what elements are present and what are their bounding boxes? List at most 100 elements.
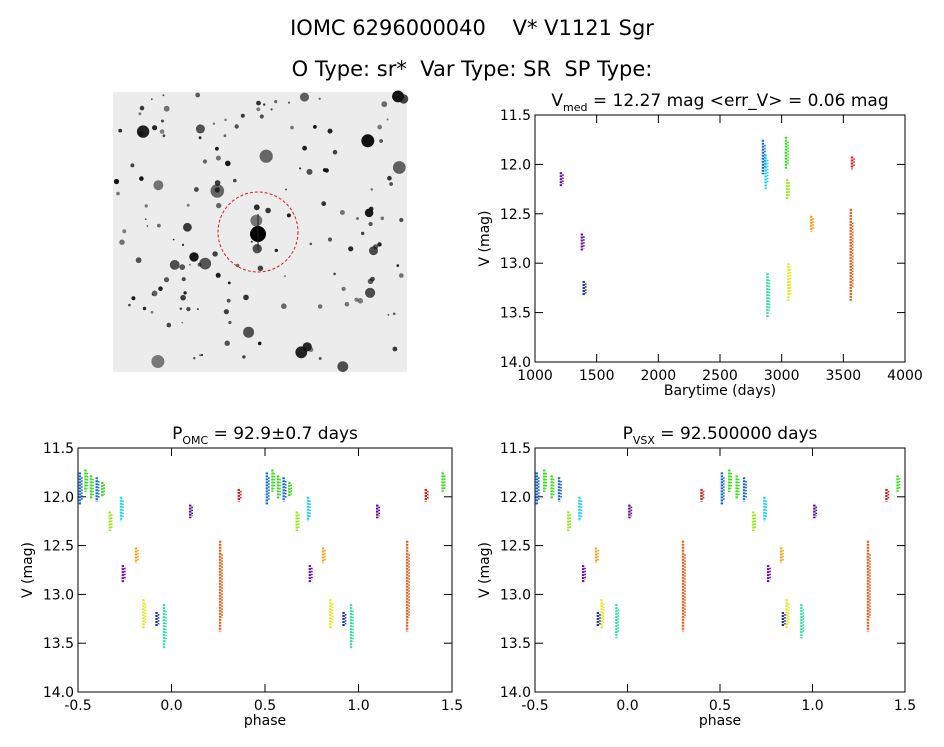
data-point-group: [784, 136, 789, 170]
data-point-group: [581, 565, 586, 583]
data-point-group: [742, 477, 747, 502]
plot-frame: [534, 114, 906, 363]
y-tick-label: 12.0: [500, 490, 531, 506]
page-subtitle: O Type: sr* Var Type: SR SP Type:: [291, 57, 653, 81]
data-point-group: [615, 604, 620, 639]
data-point-group: [600, 599, 605, 629]
data-point-group: [752, 511, 757, 531]
x-tick-label: 1500: [579, 368, 615, 384]
lightcurve-chart: 1000 1500 2000 2500 3000 3500 4000 11.5 12.0 12.5…: [477, 91, 923, 399]
y-tick-label: 14.0: [43, 685, 74, 701]
data-point-group: [101, 482, 106, 497]
data-point-group: [89, 475, 94, 499]
data-point-group: [237, 488, 242, 502]
data-point-group: [700, 488, 705, 502]
chart-title: PVSX = 92.500000 days: [623, 424, 818, 447]
star-field-thumbnail-icon: [113, 90, 409, 372]
chart-title: POMC = 92.9±0.7 days: [172, 424, 358, 447]
data-point-group: [849, 208, 854, 301]
data-point-group: [813, 504, 818, 519]
chart-title: Vmed = 12.27 mag <err_V> = 0.06 mag: [551, 91, 888, 114]
data-point-group: [276, 475, 281, 499]
data-point-group: [162, 604, 167, 649]
y-tick-label: 12.5: [500, 207, 531, 223]
x-tick-label: 0.0: [160, 698, 182, 714]
data-point-group: [265, 472, 270, 505]
y-axis-label: V (mag): [477, 542, 493, 598]
x-tick-label: 0.0: [616, 698, 638, 714]
data-point-group: [596, 611, 601, 627]
data-point-group: [720, 472, 725, 505]
data-point-group: [295, 511, 300, 531]
data-point-group: [550, 475, 555, 499]
data-point-group: [810, 215, 815, 232]
data-point-group: [142, 599, 147, 629]
data-point-group: [800, 604, 805, 639]
data-point-group: [567, 511, 572, 531]
data-point-group: [781, 611, 786, 627]
data-point-group: [282, 477, 287, 502]
y-tick-label: 11.5: [43, 441, 74, 457]
data-point-group: [188, 504, 193, 519]
y-tick-label: 12.0: [43, 490, 74, 506]
y-axis-label: V (mag): [20, 542, 36, 598]
data-point-group: [108, 511, 113, 531]
x-tick-label: -0.5: [521, 698, 548, 714]
data-point-group: [763, 496, 768, 522]
y-tick-label: 13.5: [43, 636, 74, 652]
data-point-group: [787, 263, 792, 301]
y-tick-label: 13.0: [500, 256, 531, 272]
data-point-group: [535, 472, 540, 505]
data-point-group: [764, 154, 769, 190]
data-point-group: [271, 469, 276, 492]
data-point-group: [424, 488, 429, 502]
data-point-group: [308, 565, 313, 583]
y-axis-label: V (mag): [477, 210, 493, 266]
x-tick-label: -0.5: [64, 698, 91, 714]
x-tick-label: 1.5: [441, 698, 463, 714]
x-tick-label: 3500: [826, 368, 862, 384]
phase-vsx-chart: -0.5 0.0 0.5 1.0 1.5 11.5 12.0 12.5 13.0 13.5 14.0…: [477, 424, 916, 729]
x-tick-label: 1.0: [801, 698, 823, 714]
x-tick-label: 0.5: [254, 698, 276, 714]
data-point-group: [728, 469, 733, 492]
data-point-group: [288, 482, 293, 497]
page-title: IOMC 6296000040 V* V1121 Sgr: [290, 16, 654, 40]
data-point-group: [134, 547, 139, 564]
data-point-group: [578, 496, 583, 522]
y-tick-label: 12.5: [500, 539, 531, 555]
x-tick-label: 2000: [641, 368, 677, 384]
data-point-group: [559, 172, 564, 187]
data-point-group: [582, 280, 587, 296]
plot-frame: [534, 447, 906, 693]
data-point-group: [766, 565, 771, 583]
data-point-group: [84, 469, 89, 492]
data-point-group: [543, 469, 548, 492]
data-point-group: [896, 475, 901, 492]
data-point-group: [405, 540, 410, 632]
x-axis-label: Barytime (days): [664, 383, 776, 399]
data-point-group: [766, 273, 771, 318]
x-tick-label: 4000: [887, 368, 923, 384]
x-tick-label: 0.5: [709, 698, 731, 714]
x-tick-label: 1.0: [347, 698, 369, 714]
phase-omc-chart: -0.5 0.0 0.5 1.0 1.5 11.5 12.0 12.5 13.0 13.5 14.0…: [20, 424, 463, 729]
x-tick-label: 3000: [764, 368, 800, 384]
data-point-group: [218, 540, 223, 632]
data-point-group: [681, 540, 686, 632]
data-point-group: [594, 547, 599, 564]
data-point-group: [441, 472, 446, 492]
data-point-group: [761, 139, 766, 175]
data-point-group: [95, 477, 100, 502]
y-tick-label: 13.0: [43, 587, 74, 603]
data-point-group: [628, 504, 633, 519]
data-point-group: [306, 496, 311, 522]
data-point-group: [376, 504, 381, 519]
y-tick-label: 13.5: [500, 636, 531, 652]
data-point-group: [155, 611, 160, 627]
x-tick-label: 1.5: [894, 698, 916, 714]
x-axis-label: phase: [699, 713, 741, 729]
data-point-group: [779, 547, 784, 564]
data-point-group: [786, 179, 791, 199]
